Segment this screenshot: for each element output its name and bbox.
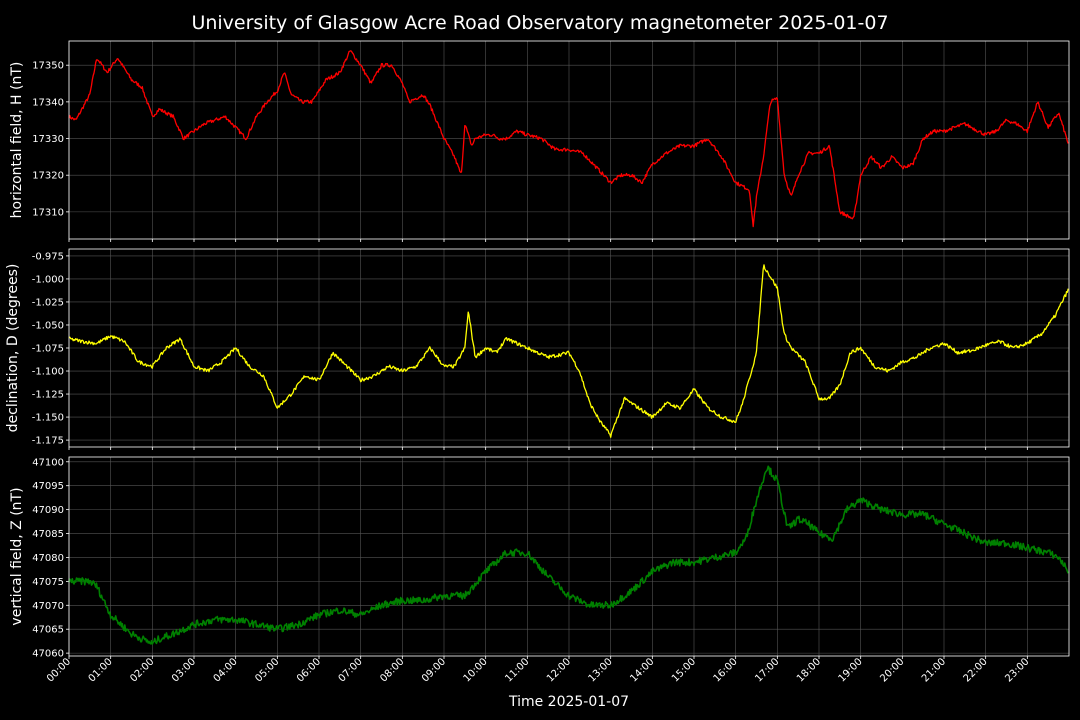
x-tick-label: 05:00 [253, 656, 281, 684]
x-tick-label: 04:00 [212, 656, 240, 684]
x-tick-label: 22:00 [962, 656, 990, 684]
series-line-d [68, 264, 1069, 438]
y-tick-label: -1.175 [32, 436, 64, 447]
y-tick-label: -1.000 [32, 274, 64, 285]
y-tick-label: 47080 [32, 553, 64, 564]
y-tick-label: -1.125 [32, 390, 64, 401]
x-tick-label: 15:00 [670, 656, 698, 684]
x-tick-label: 19:00 [837, 656, 865, 684]
y-tick-label: -1.050 [32, 320, 64, 331]
y-tick-label: 47085 [32, 529, 64, 540]
y-tick-label: 17330 [32, 134, 64, 145]
chart-title: University of Glasgow Acre Road Observat… [191, 12, 888, 34]
y-axis-label: horizontal field, H (nT) [9, 62, 25, 219]
panel-frame [68, 456, 1070, 657]
y-tick-label: 47075 [32, 577, 64, 588]
panel-h: 17310 17320 17330 17340 17350 horizontal fiel… [9, 40, 1070, 242]
x-tick-label: 13:00 [587, 656, 615, 684]
x-tick-label: 01:00 [87, 656, 115, 684]
y-tick-label: 17350 [32, 61, 64, 72]
y-tick-label: -1.150 [32, 413, 64, 424]
x-tick-label: 10:00 [462, 656, 490, 684]
x-tick-label: 21:00 [920, 656, 948, 684]
x-tick-label: 06:00 [295, 656, 323, 684]
x-tick-label: 23:00 [1003, 656, 1031, 684]
panel-frame [68, 248, 1070, 448]
series-line-z [68, 465, 1069, 645]
y-tick-label: -1.075 [32, 344, 64, 355]
x-tick-label: 07:00 [337, 656, 365, 684]
y-axis-label: vertical field, Z (nT) [9, 487, 25, 625]
y-tick-label: 47060 [32, 649, 64, 660]
x-tick-label: 17:00 [753, 656, 781, 684]
y-tick-label: -0.975 [32, 251, 64, 262]
y-tick-label: 17310 [32, 207, 64, 218]
y-tick-label: 17320 [32, 171, 64, 182]
panel-z: 47060 47065 47070 47075 47080 47085 47090 47095… [9, 456, 1070, 660]
y-axis-label: declination, D (degrees) [5, 264, 21, 433]
y-tick-label: -1.025 [32, 297, 64, 308]
x-tick-label: 03:00 [170, 656, 198, 684]
x-axis: 00:00 01:00 02:00 03:00 04:00 05:00 06:00 07:00… [45, 656, 1031, 684]
x-tick-label: 16:00 [712, 656, 740, 684]
x-tick-label: 12:00 [545, 656, 573, 684]
x-axis-label: Time 2025-01-07 [508, 694, 629, 710]
y-tick-label: 47090 [32, 505, 64, 516]
x-tick-label: 09:00 [420, 656, 448, 684]
series-line-h [68, 50, 1069, 228]
x-tick-label: 02:00 [128, 656, 156, 684]
x-tick-label: 20:00 [878, 656, 906, 684]
y-tick-label: 17340 [32, 97, 64, 108]
x-tick-label: 00:00 [45, 656, 73, 684]
y-tick-label: -1.100 [32, 367, 64, 378]
panel-d: -1.175 -1.150 -1.125 -1.100 -1.075 -1.050 -1.0… [5, 248, 1070, 450]
x-tick-label: 08:00 [378, 656, 406, 684]
x-tick-label: 18:00 [795, 656, 823, 684]
x-tick-label: 11:00 [503, 656, 531, 684]
panel-frame [68, 40, 1070, 240]
y-tick-label: 47100 [32, 457, 64, 468]
x-tick-label: 14:00 [628, 656, 656, 684]
y-tick-label: 47070 [32, 601, 64, 612]
y-tick-label: 47065 [32, 625, 64, 636]
y-tick-label: 47095 [32, 481, 64, 492]
